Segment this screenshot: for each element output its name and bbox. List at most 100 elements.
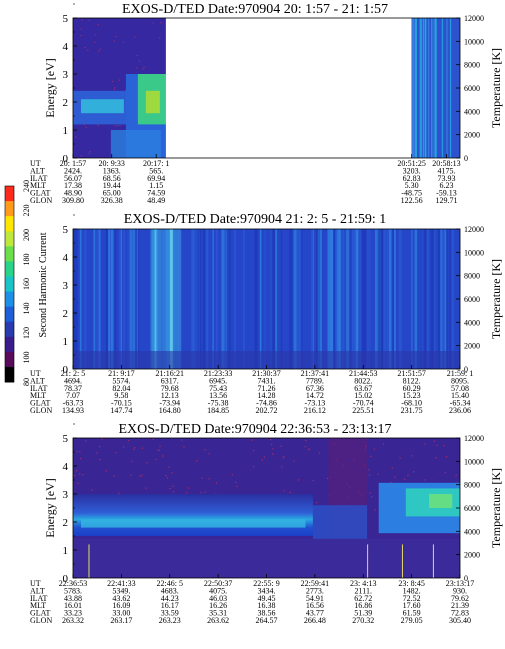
stripe [259, 229, 261, 369]
noise-dot [186, 492, 188, 494]
table-row-label: GLON [30, 406, 52, 415]
table-cell: -75.38 [208, 399, 229, 408]
noise-dot [98, 50, 100, 52]
noise-dot [305, 440, 307, 442]
stripe [277, 229, 280, 369]
stripe [129, 229, 133, 369]
noise-dot [253, 466, 255, 468]
table-cell: 69.94 [147, 174, 165, 183]
noise-dot [128, 440, 130, 442]
noise-dot [368, 474, 371, 476]
noise-dot [181, 439, 183, 441]
noise-dot [261, 459, 263, 461]
noise-dot [94, 41, 96, 43]
noise-dot [114, 125, 116, 127]
table-cell: 65.00 [103, 189, 121, 198]
table-cell: 78.37 [64, 384, 82, 393]
y2-tick-label: 8000 [464, 61, 480, 70]
table-cell: 326.38 [101, 196, 123, 205]
stripe [392, 229, 394, 369]
table-row-label: UT [30, 369, 41, 378]
table-cell: 14.72 [306, 391, 324, 400]
y2-tick-label: 4000 [464, 527, 480, 536]
noise-dot [79, 473, 81, 475]
stripe [440, 229, 443, 369]
stripe [422, 18, 425, 158]
table-row-label: ALT [30, 166, 45, 175]
stripe [378, 229, 381, 369]
stripe [96, 229, 100, 369]
stripe [280, 229, 283, 369]
table-cell: 67.36 [306, 384, 324, 393]
table-cell: 51.39 [354, 609, 372, 618]
stripe [255, 229, 258, 369]
stripe [110, 229, 114, 369]
table-cell: 57.08 [451, 384, 469, 393]
table-cell: 6.23 [439, 181, 453, 190]
y-tick-label: 2 [63, 308, 69, 320]
noise-dot [133, 448, 135, 450]
noise-dot [122, 41, 125, 43]
stripe [195, 229, 197, 369]
noise-dot [99, 445, 101, 448]
table-cell: 54.91 [306, 594, 324, 603]
stripe [412, 18, 414, 158]
stripe [243, 229, 245, 369]
y2-tick-label: 10000 [464, 457, 484, 466]
spike [367, 544, 369, 578]
table-cell: 38.56 [258, 609, 276, 618]
noise-dot [382, 443, 385, 445]
noise-dot [304, 446, 306, 448]
table-cell: 7789. [306, 376, 324, 385]
colorbar-tick-label: 100 [22, 352, 31, 364]
table-cell: 263.17 [110, 616, 132, 625]
colorbar-tick-label: 80 [22, 378, 31, 386]
table-cell: 164.80 [159, 406, 181, 415]
table-cell: 1.15 [149, 181, 163, 190]
energy-band-low [110, 130, 161, 158]
noise-dot [131, 460, 133, 462]
y-tick-label: 0 [63, 573, 69, 585]
stripe [202, 229, 206, 369]
noise-dot [443, 445, 445, 447]
colorbar-swatch [5, 216, 14, 232]
stripe [74, 229, 78, 369]
table-cell: 4075. [209, 586, 227, 595]
stripe [430, 229, 433, 369]
table-cell: 20: 9:33 [98, 159, 124, 168]
y2-tick-label: 6000 [464, 504, 480, 513]
stripe [363, 229, 367, 369]
y-tick-label: 0 [63, 153, 69, 165]
stripe [336, 229, 340, 369]
stripe [312, 229, 314, 369]
noise-dot [272, 453, 274, 455]
panel-1 [72, 3, 461, 159]
stripe [427, 18, 430, 158]
stripe [415, 18, 417, 158]
colorbar-tick-label: 160 [22, 278, 31, 290]
stripe [123, 229, 125, 369]
noise-dot [155, 458, 157, 461]
noise-dot [390, 482, 392, 484]
table-row-label: GLAT [30, 189, 51, 198]
table-cell: 4683. [161, 586, 179, 595]
colorbar-label: Second Harmonic Current [38, 232, 49, 337]
table-row-label: MLT [30, 391, 46, 400]
y2-tick-label: 0 [464, 365, 468, 374]
y2-tick-label: 4000 [464, 318, 480, 327]
noise-dot [283, 456, 285, 458]
colorbar-tick-label: 140 [22, 303, 31, 315]
noise-dot [407, 474, 409, 476]
y-tick-label: 1 [63, 336, 69, 348]
stripe [329, 229, 334, 369]
noise-dot [171, 472, 173, 474]
stripe [449, 229, 452, 369]
noise-dot [394, 476, 396, 478]
y2-tick-label: 2000 [464, 551, 480, 560]
stripe [108, 229, 111, 369]
noise-dot [87, 49, 89, 52]
table-cell: 48.49 [147, 196, 165, 205]
table-cell: 68.56 [103, 174, 121, 183]
table-cell: 73.93 [437, 174, 455, 183]
